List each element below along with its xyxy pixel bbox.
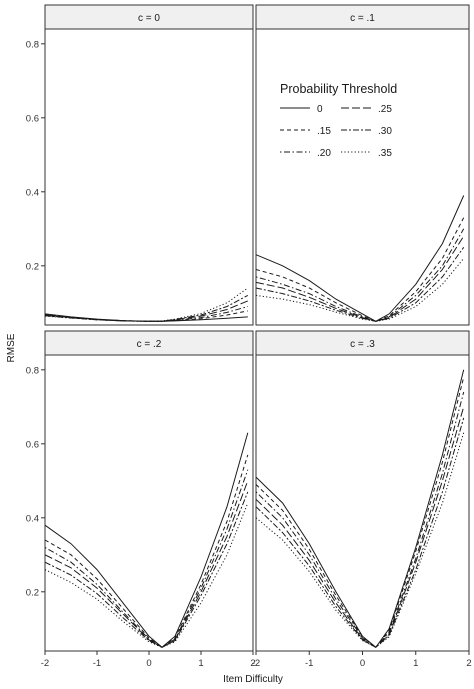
y-tick-label: 0.8 (26, 365, 39, 376)
x-axis-title: Item Difficulty (223, 674, 283, 685)
panel-strip (44, 4, 254, 30)
x-tick-label: 0 (360, 658, 365, 669)
x-tick-label: -1 (305, 658, 313, 669)
series-line-p35 (255, 432, 465, 648)
series-line-p20 (255, 228, 465, 322)
legend-label: .25 (378, 104, 392, 115)
plot-area (255, 28, 470, 326)
panel-strip (255, 330, 470, 356)
x-tick-label: -2 (41, 658, 49, 669)
plot-area (44, 28, 254, 326)
y-tick-label: 0.2 (26, 261, 39, 272)
series-line-p35 (44, 502, 249, 648)
y-tick-label: 0.8 (26, 39, 39, 50)
series-line-0 (255, 369, 465, 649)
series-line-p15 (255, 217, 465, 322)
series-line-0 (44, 432, 249, 648)
x-tick-label: 1 (198, 658, 203, 669)
plot-area (44, 354, 254, 652)
legend-label: .35 (378, 148, 392, 159)
panel-title: c = .1 (350, 13, 375, 24)
x-tick-label: -1 (93, 658, 101, 669)
x-tick-label: 0 (146, 658, 151, 669)
plot-area (255, 354, 470, 652)
legend-label: 0 (317, 104, 323, 115)
panel-title: c = 0 (138, 13, 160, 24)
y-tick-label: 0.6 (26, 439, 39, 450)
series-line-p15 (44, 310, 248, 322)
y-tick-label: 0.6 (26, 113, 39, 124)
series-line-p20 (44, 469, 249, 648)
series-line-p20 (255, 391, 465, 648)
legend-title: Probability Threshold (280, 82, 397, 96)
panel-title: c = .3 (350, 339, 375, 350)
series-line-p35 (255, 258, 465, 322)
series-line-p15 (44, 454, 249, 648)
series-line-p25 (255, 235, 465, 322)
panel-1: c = 0 0.2 0.4 0.6 0.8 (26, 4, 254, 326)
legend-label: .30 (378, 126, 392, 137)
series-line-p25 (255, 406, 465, 648)
series-line-p35 (44, 287, 249, 322)
panel-2: c = .1 (255, 4, 470, 326)
series-line-p30 (44, 294, 249, 322)
series-line-p20 (44, 306, 248, 322)
y-tick-label: 0.2 (26, 587, 39, 598)
legend-label: .15 (317, 126, 331, 137)
y-axis-title: RMSE (6, 333, 17, 362)
y-tick-label: 0.4 (26, 513, 39, 524)
x-tick-label: 2 (466, 658, 471, 669)
series-line-0 (255, 195, 465, 322)
legend: Probability Threshold 0 .15 .20 .25 .30 .35 (280, 82, 397, 159)
panel-title: c = .2 (137, 339, 162, 350)
panels-layer: c = 0 0.2 0.4 0.6 0.8 c = .1 c = .2 0.2 0.4 0.6 0.… (26, 4, 472, 669)
panel-4: c = .3 -2 -1 0 1 2 (252, 330, 472, 669)
x-tick-label: 1 (413, 658, 418, 669)
series-line-p25 (44, 480, 249, 648)
y-tick-label: 0.4 (26, 187, 39, 198)
legend-label: .20 (317, 148, 331, 159)
series-line-p30 (44, 491, 249, 648)
series-line-p30 (255, 417, 465, 648)
x-tick-label: 2 (250, 658, 255, 669)
x-tick-label: -2 (252, 658, 260, 669)
panel-3: c = .2 0.2 0.4 0.6 0.8 -2 -1 0 1 2 (26, 330, 256, 669)
